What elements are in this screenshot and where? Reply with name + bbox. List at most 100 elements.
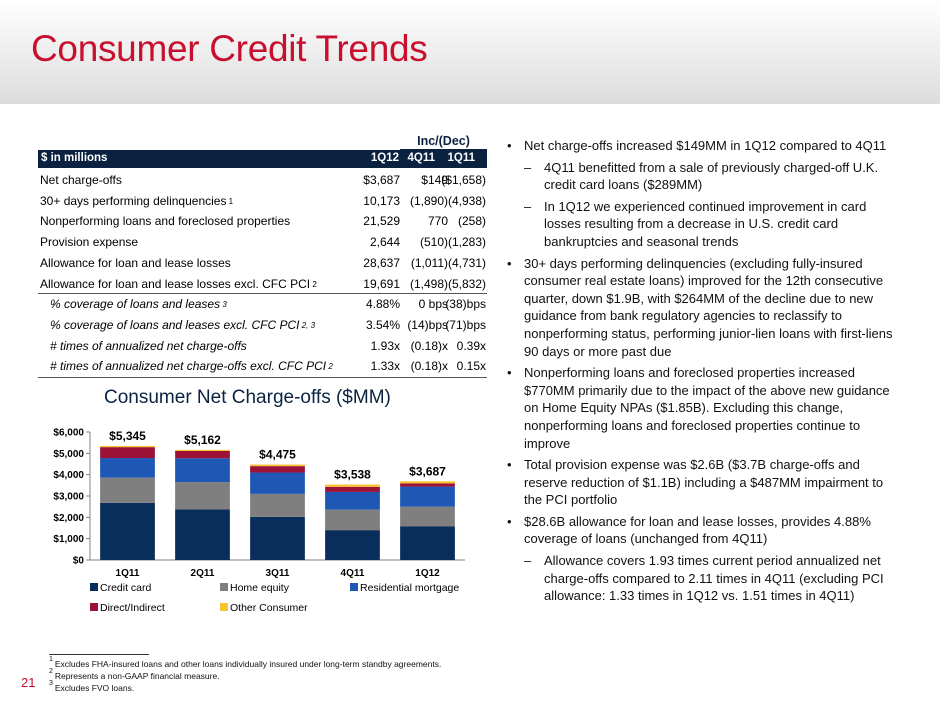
bullet-text: 4Q11 benefitted from a sale of previousl… [544, 159, 879, 193]
table-row: Allowance for loan and lease losses 28,63… [38, 253, 487, 273]
bar-segment-residential-mortgage [400, 486, 455, 507]
row-value-v1: 3.54% [365, 317, 400, 332]
row-value-v1: 19,691 [363, 276, 400, 291]
row-value-v2: (510) [419, 235, 448, 250]
bullet-text: Net charge-offs increased $149MM in 1Q12… [524, 138, 887, 153]
table-row: # times of annualized net charge-offs ex… [38, 356, 487, 376]
page-number: 21 [21, 675, 36, 690]
row-label: 30+ days performing delinquencies 1 [40, 194, 233, 208]
row-value-v2: 0 bps [418, 297, 448, 312]
row-value-v2: (0.18)x [410, 359, 448, 374]
bar-segment-credit-card [175, 509, 230, 560]
row-value-v2: $149 [421, 173, 448, 187]
bullet-marker: – [524, 159, 532, 175]
legend-swatch [220, 603, 228, 611]
bullet-text: Total provision expense was $2.6B ($3.7B… [524, 457, 884, 508]
legend-label: Other Consumer [230, 602, 308, 614]
x-tick-label: 4Q11 [341, 568, 365, 579]
row-label-text: Net charge-offs [40, 173, 122, 187]
row-value-v3: (38)bps [445, 297, 486, 312]
row-label-text: Provision expense [40, 235, 139, 250]
bullet-text: $28.6B allowance for loan and lease loss… [524, 513, 871, 547]
row-value-v2: (1,011) [410, 255, 448, 270]
bar-segment-direct-indirect [250, 466, 305, 473]
footnote: 2 Represents a non-GAAP financial measur… [49, 668, 220, 681]
table-row: Net charge-offs $3,687 $149 ($1,658) [38, 170, 487, 190]
row-value-v3: (4,938) [447, 193, 486, 208]
bar-total-label: $5,345 [109, 429, 146, 443]
row-value-v1: 2,644 [369, 235, 400, 250]
legend-swatch [220, 583, 228, 591]
row-label-text: Nonperforming loans and foreclosed prope… [40, 214, 291, 229]
row-value-v1: 10,173 [363, 193, 400, 208]
y-tick-label: $6,000 [53, 428, 84, 439]
table-row: % coverage of loans and leases excl. CFC… [38, 315, 487, 335]
row-value-v3: 0.15x [456, 359, 486, 374]
row-label: Provision expense [40, 235, 138, 249]
bar-segment-direct-indirect [175, 450, 230, 459]
row-label-text: Allowance for loan and lease losses excl… [40, 276, 311, 291]
table-row: Allowance for loan and lease losses excl… [38, 274, 487, 294]
row-value-v3: (71)bps [445, 317, 486, 332]
legend-swatch [350, 583, 358, 591]
footnote-text: Represents a non-GAAP financial measure. [54, 671, 220, 681]
row-footnote-ref: 3 [220, 300, 227, 310]
footnote-text: Excludes FHA-insured loans and other loa… [54, 659, 442, 669]
row-label: Allowance for loan and lease losses excl… [40, 277, 317, 291]
bar-segment-residential-mortgage [250, 472, 305, 494]
bar-segment-home-equity [250, 493, 305, 517]
title-band [0, 0, 940, 104]
y-tick-label: $5,000 [53, 449, 84, 460]
y-tick-label: $1,000 [53, 534, 84, 545]
bar-total-label: $3,538 [334, 468, 371, 482]
x-tick-label: 2Q11 [191, 568, 215, 579]
bar-total-label: $5,162 [184, 433, 221, 447]
x-tick-label: 1Q12 [415, 568, 440, 579]
bar-segment-home-equity [175, 482, 230, 510]
bullet-marker: • [507, 457, 512, 473]
x-tick-label: 1Q11 [116, 568, 140, 579]
row-value-v3: (5,832) [447, 276, 486, 291]
footnote: 1 Excludes FHA-insured loans and other l… [49, 656, 442, 669]
legend-label: Home equity [230, 582, 290, 594]
bar-segment-direct-indirect [400, 483, 455, 487]
bar-total-label: $4,475 [259, 448, 296, 462]
row-label: Allowance for loan and lease losses [40, 256, 231, 270]
row-value-v3: ($1,658) [441, 173, 486, 187]
bullet-text: Nonperforming loans and foreclosed prope… [524, 365, 890, 451]
legend-label: Residential mortgage [360, 582, 459, 594]
bar-segment-other-consumer [250, 464, 305, 467]
bullet-marker: – [524, 553, 532, 569]
row-value-v3: (258) [457, 214, 486, 229]
row-label-text: Allowance for loan and lease losses [40, 255, 231, 270]
footnote: 3 Excludes FVO loans. [49, 680, 135, 693]
row-value-v1: 28,637 [363, 255, 400, 270]
bullet-marker: • [507, 138, 512, 153]
header-col1: 1Q12 [370, 152, 399, 164]
bullet-marker: • [507, 513, 512, 529]
row-value-v3: (4,731) [447, 255, 486, 270]
row-label-text: % coverage of loans and leases [50, 297, 221, 312]
bar-segment-residential-mortgage [175, 458, 230, 483]
row-value-v1: 1.33x [370, 359, 400, 374]
bar-segment-other-consumer [175, 449, 230, 451]
footnote-text: Excludes FVO loans. [54, 683, 135, 693]
row-value-v1: 21,529 [363, 214, 400, 229]
footnote-number: 3 [49, 680, 55, 687]
legend-label: Credit card [100, 582, 152, 594]
bar-segment-credit-card [100, 502, 155, 560]
row-value-v1: 4.88% [365, 297, 400, 312]
table-separator [38, 293, 487, 295]
row-label: % coverage of loans and leases excl. CFC… [50, 318, 315, 332]
bar-segment-other-consumer [325, 484, 380, 487]
row-footnote-ref: 2 [326, 362, 333, 372]
table-row: # times of annualized net charge-offs 1.9… [38, 336, 487, 356]
footnote-number: 2 [49, 668, 55, 675]
bullet-marker: • [507, 255, 512, 271]
row-value-v2: 770 [427, 214, 448, 229]
row-footnote-ref: 2, 3 [299, 320, 316, 330]
net-charge-offs-chart: $0 $1,000 $2,000 $3,000 $4,000 $5,000 $6,000 $5… [53, 428, 465, 614]
row-label-text: # times of annualized net charge-offs [50, 338, 247, 353]
bar-segment-direct-indirect [325, 486, 380, 492]
bar-segment-credit-card [250, 516, 305, 560]
